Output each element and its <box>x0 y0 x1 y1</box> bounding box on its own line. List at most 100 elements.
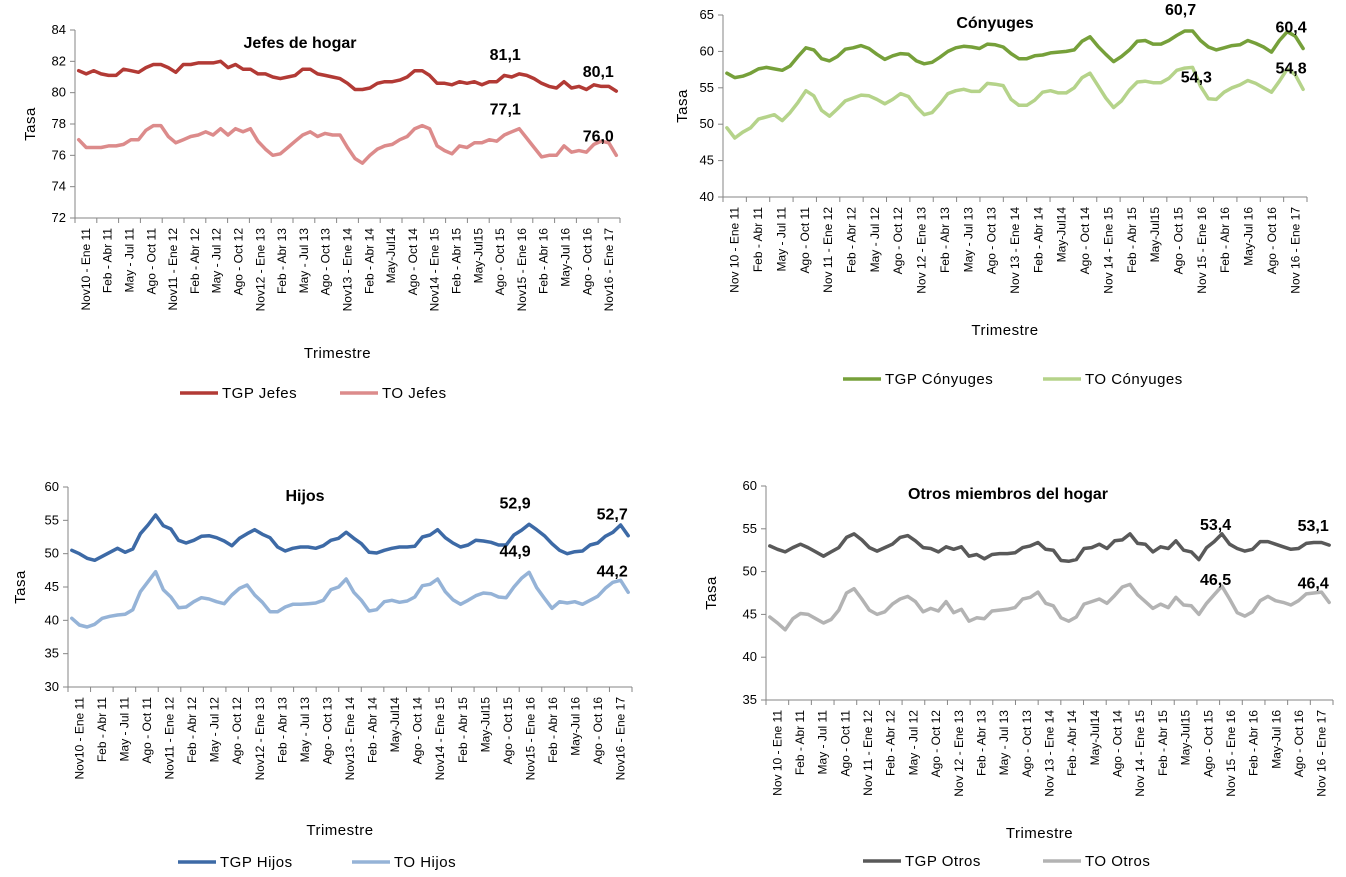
x-tick-label: May-Jul14 <box>1055 207 1069 263</box>
x-tick-label: Ago - Oct 14 <box>411 697 425 765</box>
y-tick-label: 50 <box>743 564 757 579</box>
y-tick-label: 72 <box>52 210 66 225</box>
x-tick-label: Nov 15 - Ene 16 <box>1224 710 1238 797</box>
legend-label: TO Jefes <box>382 385 447 402</box>
y-tick-label: 60 <box>743 478 757 493</box>
data-label: 76,0 <box>583 128 614 145</box>
y-tick-label: 55 <box>45 512 59 527</box>
chart-title: Otros miembros del hogar <box>908 486 1108 503</box>
x-tick-label: Nov 13 - Ene 14 <box>1008 207 1022 294</box>
x-tick-label: Feb - Abr 16 <box>1247 710 1261 776</box>
x-tick-label: Ago - Oct 16 <box>1265 207 1279 275</box>
plot-area: 72 74 76 78 80 82 84 Nov10 - Ene 11 Feb - Abr 11… <box>22 22 621 402</box>
x-tick-label: Feb - Abr 16 <box>537 228 551 294</box>
x-tick-label: May-Jul14 <box>1088 710 1102 766</box>
data-label: 60,4 <box>1275 19 1306 36</box>
y-tick-label: 55 <box>743 521 757 536</box>
x-tick-label: Nov 12 - Ene 13 <box>952 710 966 797</box>
x-tick-label: Nov 14 - Ene 15 <box>1101 207 1115 294</box>
x-tick-label: Nov13 - Ene 14 <box>341 228 355 312</box>
x-tick-label: Ago - Oct 16 <box>1292 710 1306 778</box>
y-tick-label: 45 <box>700 153 714 168</box>
x-tick-label: May - Jul 13 <box>297 228 311 294</box>
y-axis-label: Tasa <box>703 576 720 610</box>
data-label: 44,9 <box>500 543 531 560</box>
series-line-tgp-jefes <box>76 59 619 93</box>
y-tick-label: 55 <box>700 80 714 95</box>
x-tick-label: Nov13 - Ene 14 <box>343 697 357 781</box>
x-tick-label: Feb - Abr 14 <box>362 228 376 294</box>
x-tick-label: Feb - Abr 14 <box>1031 207 1045 273</box>
chart-hijos: 30 35 40 45 50 55 60 Nov10 - Ene 11 Feb - Abr 11… <box>12 479 633 871</box>
x-axis-label: Trimestre <box>304 345 371 362</box>
x-tick-label: May - Jul 12 <box>210 228 224 294</box>
x-tick-label: Nov 14 - Ene 15 <box>1133 710 1147 797</box>
x-tick-label: Feb - Abr 14 <box>366 697 380 763</box>
chart-otros-miembros: 35 40 45 50 55 60 Nov 10 - Ene 11 Feb - Abr 11 M… <box>703 478 1334 870</box>
x-tick-label: Ago - Oct 15 <box>501 697 515 765</box>
plot-area: 40 45 50 55 60 65 Nov 10 - Ene 11 Feb - Abr 11 M… <box>674 2 1308 388</box>
x-tick-label: Nov15 - Ene 16 <box>515 228 529 312</box>
x-tick-label: Ago - Oct 15 <box>1172 207 1186 275</box>
series-line-tgp-otros <box>768 532 1331 564</box>
x-tick-label: May - Jul 11 <box>123 228 137 293</box>
plot-area: 30 35 40 45 50 55 60 Nov10 - Ene 11 Feb - Abr 11… <box>12 479 633 871</box>
y-tick-label: 40 <box>700 189 714 204</box>
x-tick-label: Ago - Oct 11 <box>838 710 852 777</box>
x-axis-label: Trimestre <box>306 822 373 839</box>
x-tick-label: Nov10 - Ene 11 <box>72 697 86 780</box>
y-axis-label: Tasa <box>674 89 691 123</box>
x-tick-label: May - Jul 13 <box>997 710 1011 776</box>
x-tick-label: Ago - Oct 15 <box>1201 710 1215 778</box>
x-tick-label: Ago - Oct 13 <box>320 697 334 765</box>
x-tick-label: May-Jul15 <box>1179 710 1193 766</box>
x-tick-label: Feb - Abr 12 <box>884 710 898 776</box>
x-tick-label: Nov14 - Ene 15 <box>433 697 447 781</box>
y-tick-label: 80 <box>52 85 66 100</box>
x-tick-label: May-Jul 16 <box>1242 207 1256 266</box>
x-tick-label: Feb - Abr 11 <box>101 228 115 293</box>
x-tick-label: Feb - Abr 16 <box>546 697 560 763</box>
x-tick-label: Ago - Oct 11 <box>798 207 812 274</box>
x-tick-label: Feb - Abr 12 <box>188 228 202 294</box>
series-line-to-jefes <box>76 123 619 165</box>
x-tick-label: Feb - Abr 12 <box>185 697 199 763</box>
x-tick-label: Feb - Abr 13 <box>275 697 289 763</box>
data-label: 60,7 <box>1165 2 1196 19</box>
y-axis-label: Tasa <box>22 107 39 141</box>
x-tick-label: May-Jul 16 <box>1269 710 1283 769</box>
y-tick-label: 45 <box>743 606 757 621</box>
chart-jefes-de-hogar: 72 74 76 78 80 82 84 Nov10 - Ene 11 Feb - Abr 11… <box>22 22 621 402</box>
x-tick-label: Ago - Oct 14 <box>1078 207 1092 275</box>
y-tick-label: 35 <box>45 646 59 661</box>
series-line-tgp-hijos <box>70 513 630 563</box>
x-tick-label: Ago - Oct 12 <box>929 710 943 778</box>
y-tick-label: 65 <box>700 7 714 22</box>
x-tick-label: Nov 10 - Ene 11 <box>770 710 784 796</box>
x-tick-label: Nov12 - Ene 13 <box>253 697 267 781</box>
y-tick-label: 40 <box>743 649 757 664</box>
legend-label: TO Otros <box>1085 853 1150 870</box>
legend-label: TO Cónyuges <box>1085 371 1183 388</box>
x-tick-label: Feb - Abr 16 <box>1218 207 1232 273</box>
data-label: 54,8 <box>1275 60 1306 77</box>
x-tick-label: May - Jul 11 <box>774 207 788 272</box>
x-tick-label: Ago - Oct 11 <box>140 697 154 764</box>
x-tick-label: Ago - Oct 14 <box>406 228 420 296</box>
x-tick-label: Ago - Oct 12 <box>232 228 246 296</box>
x-tick-label: Nov 16 - Ene 17 <box>1315 710 1329 797</box>
x-tick-label: Feb - Abr 11 <box>793 710 807 775</box>
x-tick-label: Ago - Oct 13 <box>985 207 999 275</box>
series-line-to-hijos <box>70 569 630 629</box>
data-label: 81,1 <box>490 47 521 64</box>
y-tick-label: 78 <box>52 116 66 131</box>
series-line-tgp-cónyuges <box>725 29 1305 80</box>
y-tick-label: 60 <box>45 479 59 494</box>
data-label: 80,1 <box>583 64 614 81</box>
x-tick-label: Nov 15 - Ene 16 <box>1195 207 1209 294</box>
y-tick-label: 35 <box>743 692 757 707</box>
data-label: 52,7 <box>597 507 628 524</box>
x-tick-label: Feb - Abr 15 <box>1125 207 1139 273</box>
y-tick-label: 84 <box>52 22 66 37</box>
x-tick-label: Nov11 - Ene 12 <box>163 697 177 780</box>
